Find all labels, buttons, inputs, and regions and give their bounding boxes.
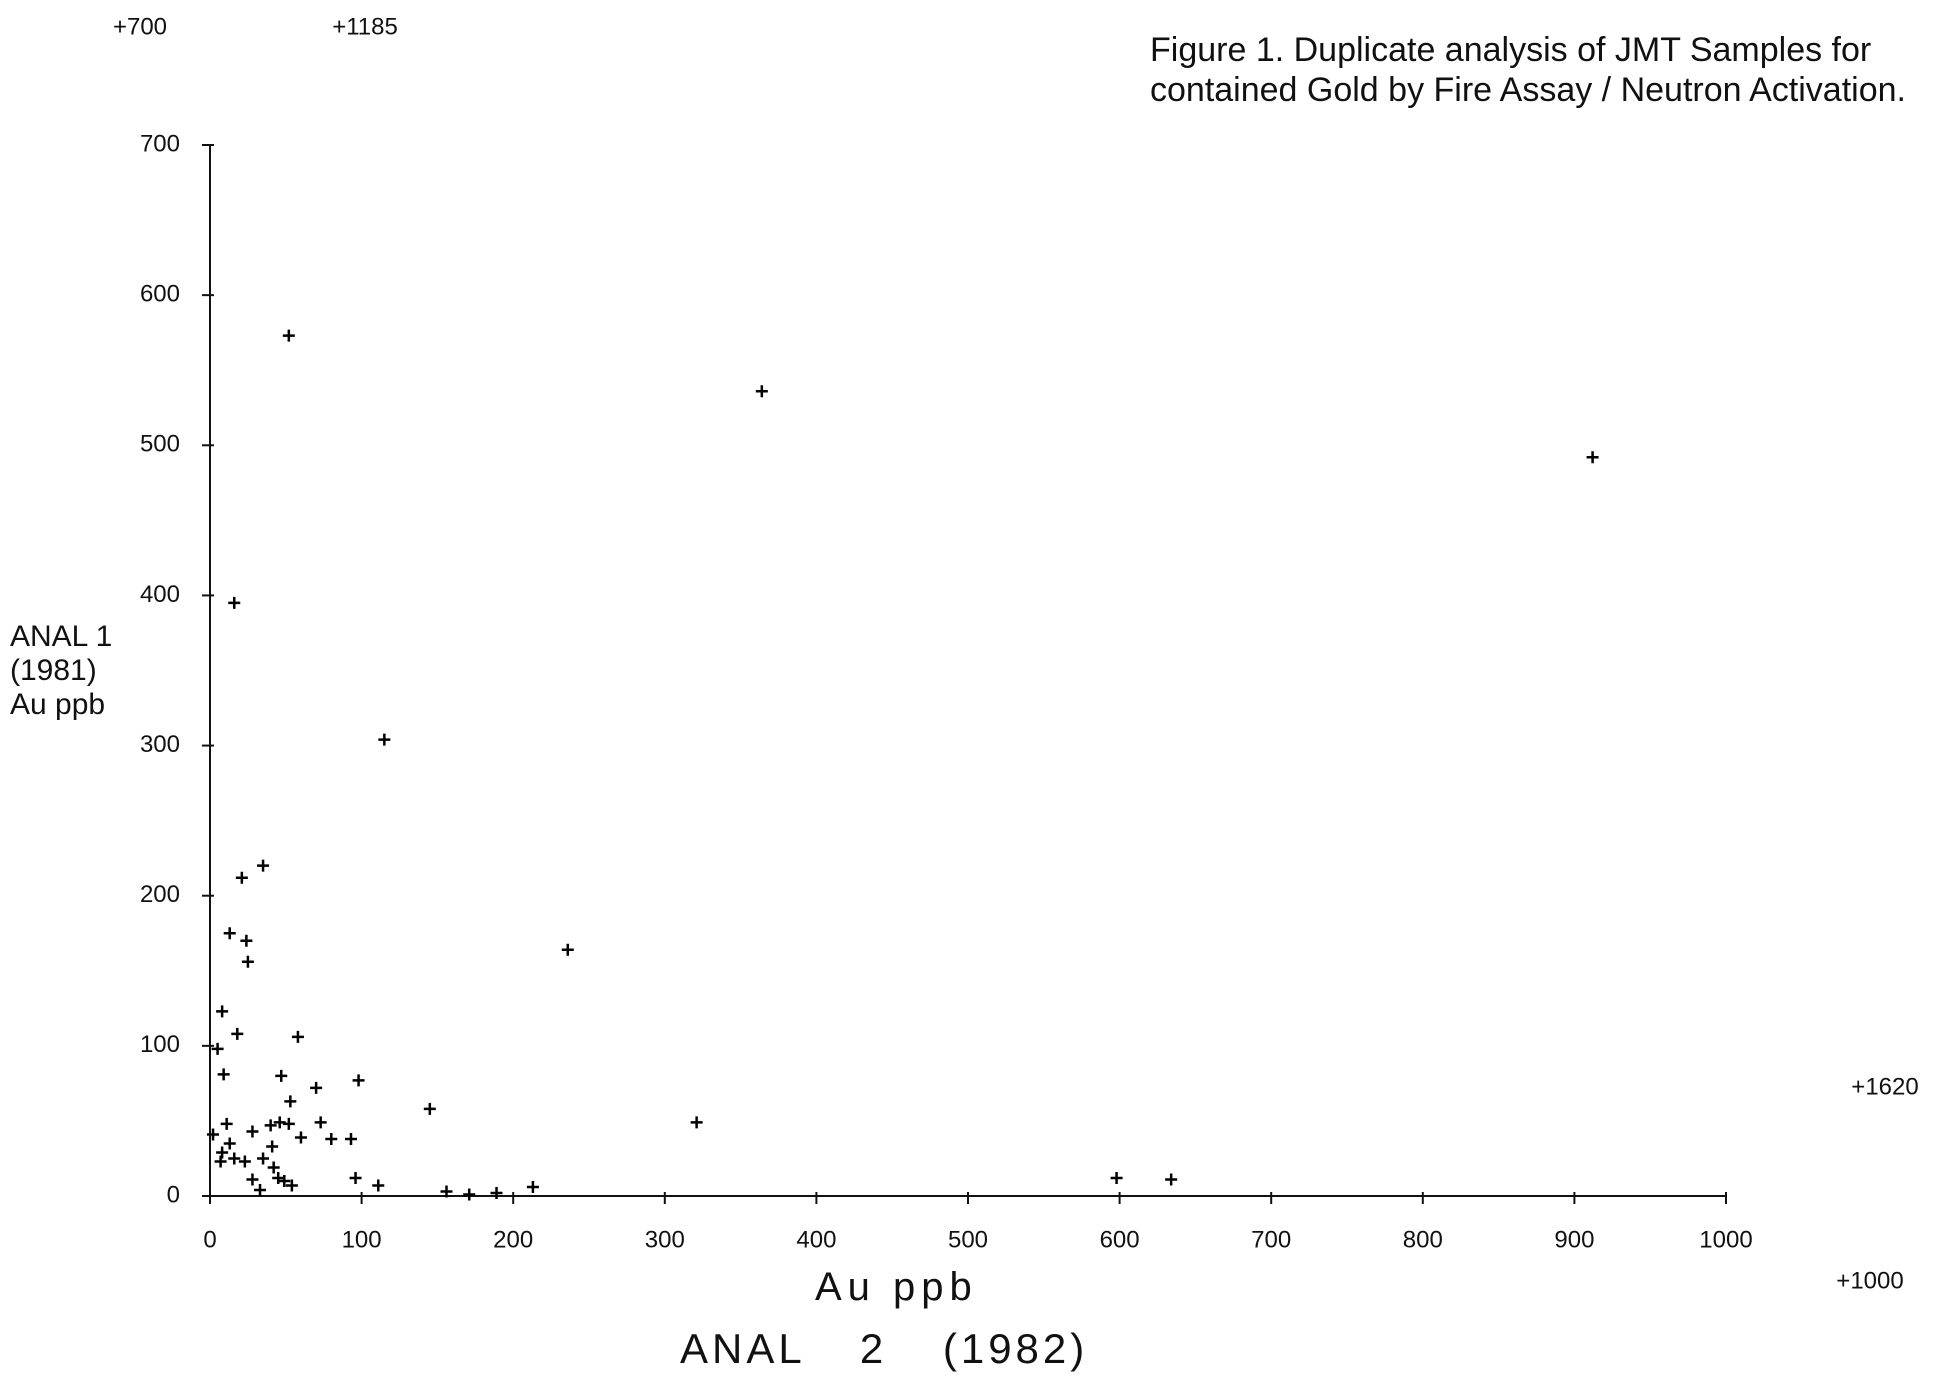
point	[1165, 1173, 1178, 1186]
x-tick-label: 700	[1251, 1226, 1291, 1253]
point	[310, 1081, 323, 1094]
x-tick-label: 800	[1403, 1226, 1443, 1253]
point	[275, 1069, 288, 1082]
chart-title: Figure 1. Duplicate analysis of JMT Samp…	[1150, 31, 1906, 109]
x-tick-label: 400	[796, 1226, 836, 1253]
point	[278, 1174, 291, 1187]
point	[349, 1171, 362, 1184]
x-tick-label: 300	[645, 1226, 685, 1253]
point	[291, 1030, 304, 1043]
point	[246, 1173, 259, 1186]
point	[266, 1140, 279, 1153]
x-tick-label: 600	[1100, 1226, 1140, 1253]
annotation: +1185	[332, 13, 398, 40]
point	[238, 1155, 251, 1168]
point	[254, 1183, 267, 1196]
point	[241, 955, 254, 968]
x-tick-label: 0	[203, 1226, 216, 1253]
point	[423, 1102, 436, 1115]
point	[285, 1179, 298, 1192]
y-tick-label: 400	[140, 581, 180, 608]
point	[378, 733, 391, 746]
point	[1586, 451, 1599, 464]
y-tick-label: 300	[140, 731, 180, 758]
point	[561, 943, 574, 956]
x-tick-label: 900	[1554, 1226, 1594, 1253]
point	[220, 1117, 233, 1130]
point	[240, 934, 253, 947]
point	[223, 927, 236, 940]
point	[282, 329, 295, 342]
point	[257, 1152, 270, 1165]
x-tick-label: 100	[342, 1226, 382, 1253]
point	[344, 1132, 357, 1145]
point	[490, 1187, 503, 1199]
annotation: +700	[113, 13, 167, 40]
y-tick-label: 600	[140, 280, 180, 307]
point	[284, 1095, 297, 1108]
point	[216, 1005, 229, 1018]
y-tick-label: 200	[140, 881, 180, 908]
point	[214, 1155, 227, 1168]
point	[690, 1116, 703, 1129]
annotation: +1000	[1836, 1267, 1903, 1294]
point	[257, 859, 270, 872]
y-tick-label: 0	[167, 1181, 180, 1208]
y-tick-label: 100	[140, 1031, 180, 1058]
point	[372, 1179, 385, 1192]
point	[216, 1146, 229, 1159]
point	[440, 1185, 453, 1198]
point	[526, 1180, 539, 1193]
point	[463, 1188, 476, 1201]
point	[1110, 1171, 1123, 1184]
y-tick-label: 700	[140, 130, 180, 157]
point	[235, 871, 248, 884]
x-axis-label: ANAL 2 (1982)	[680, 1325, 1089, 1372]
point	[267, 1161, 280, 1174]
point	[352, 1074, 365, 1087]
point	[272, 1171, 285, 1184]
y-tick-label: 500	[140, 431, 180, 458]
x-tick-label: 1000	[1699, 1226, 1752, 1253]
point	[294, 1131, 307, 1144]
point	[273, 1116, 286, 1129]
x-tick-label: 200	[493, 1226, 533, 1253]
point	[246, 1125, 259, 1138]
annotation: +1620	[1851, 1073, 1918, 1100]
point	[207, 1128, 220, 1141]
x-tick-label: 500	[948, 1226, 988, 1253]
point	[314, 1116, 327, 1129]
point	[755, 385, 768, 398]
x-axis-label: Au ppb	[815, 1265, 978, 1309]
point	[217, 1068, 230, 1081]
point	[228, 1152, 241, 1165]
point	[231, 1027, 244, 1040]
point	[211, 1042, 224, 1055]
point	[264, 1119, 277, 1132]
y-axis-label: ANAL 1 (1981) Au ppb	[10, 620, 113, 721]
point	[223, 1137, 236, 1150]
point	[228, 596, 241, 609]
point	[282, 1117, 295, 1130]
point	[325, 1132, 338, 1145]
